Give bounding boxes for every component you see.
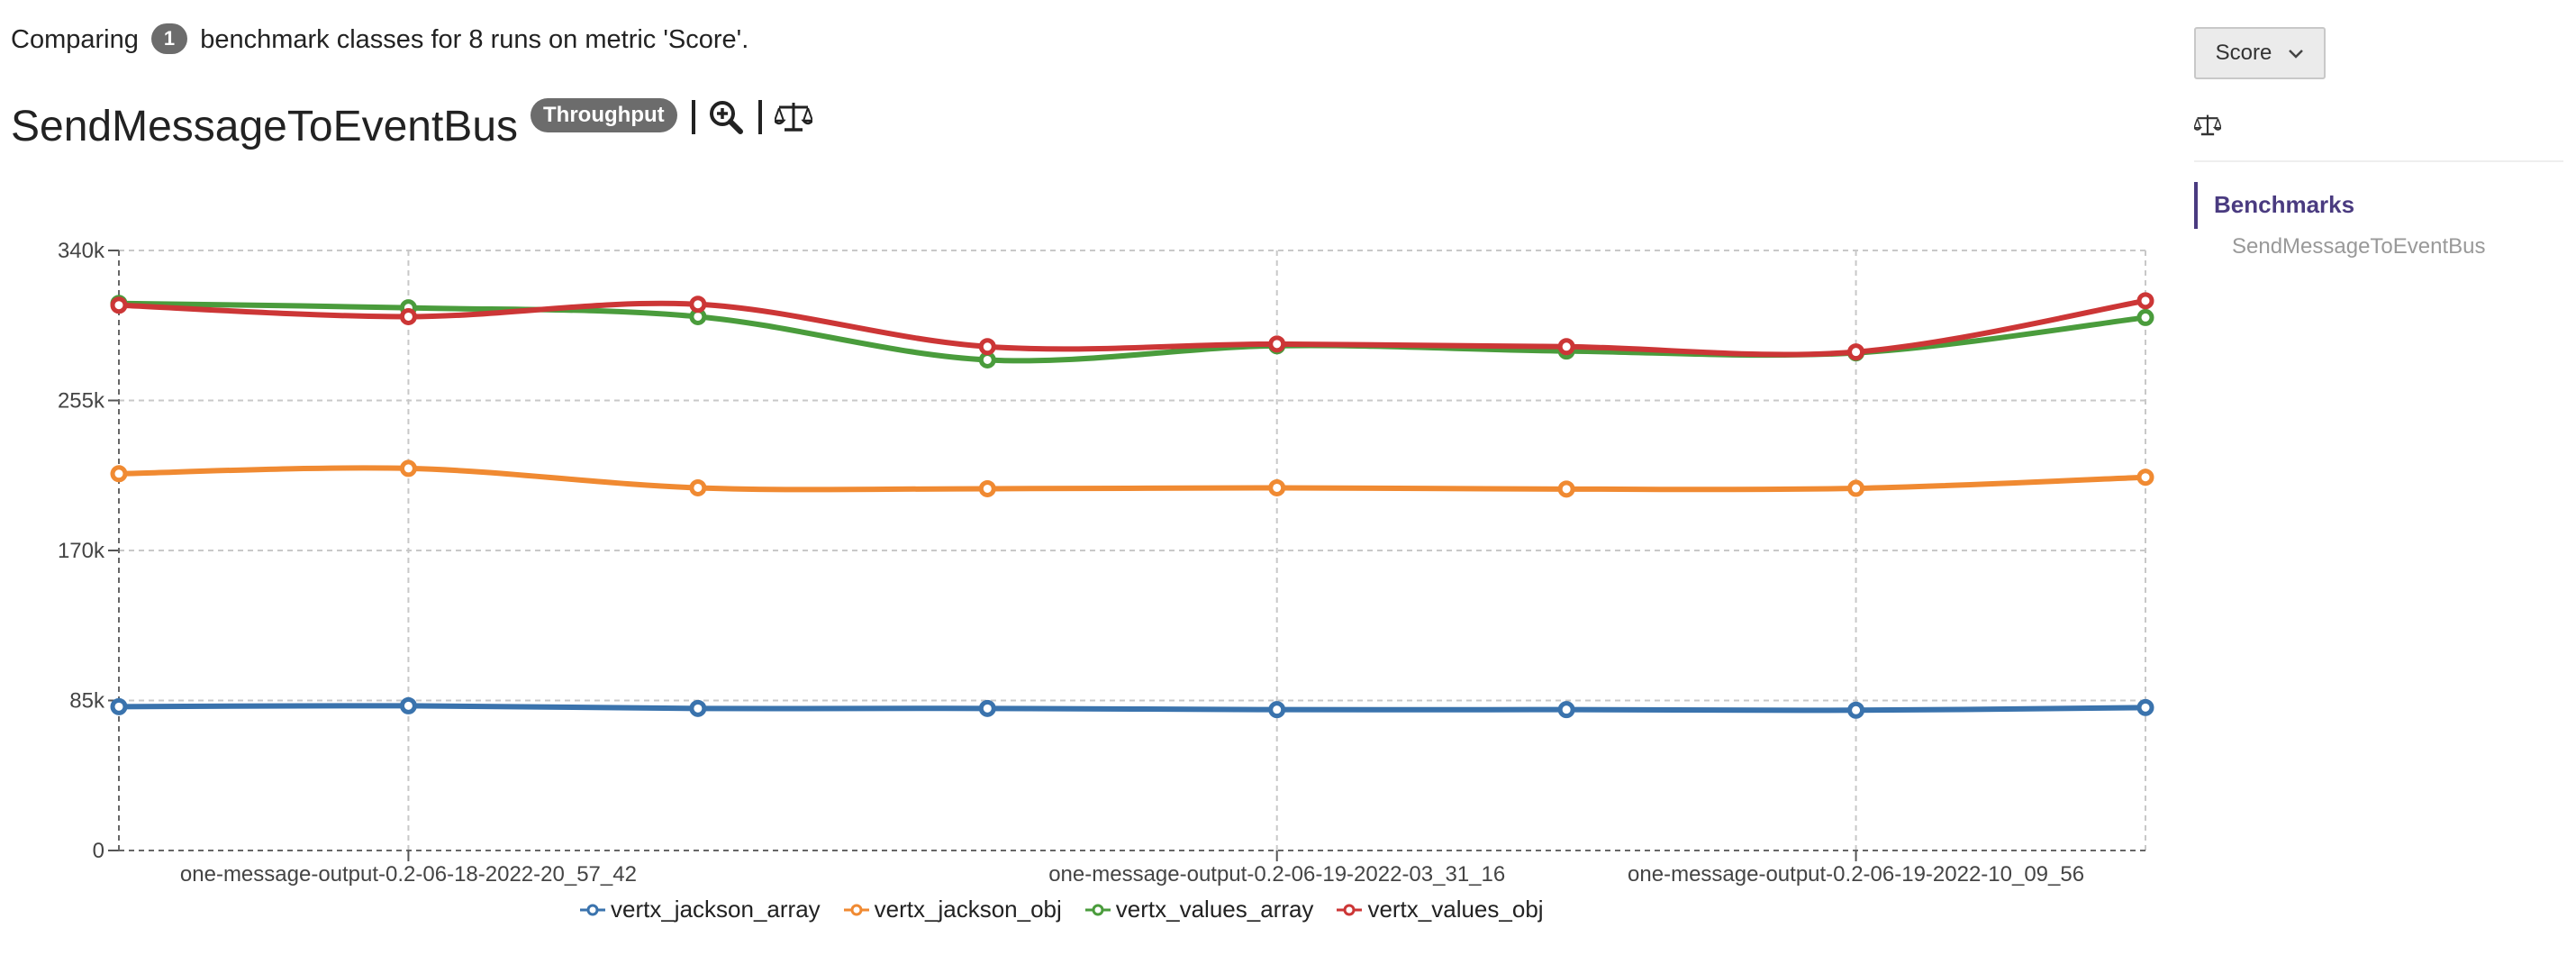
data-point-vertx_jackson_obj[interactable]: [689, 478, 707, 496]
y-tick-label: 85k: [69, 689, 105, 714]
data-point-vertx_jackson_array[interactable]: [1557, 701, 1575, 719]
comparison-summary: Comparing 1 benchmark classes for 8 runs…: [11, 23, 749, 56]
data-point-vertx_jackson_obj[interactable]: [110, 465, 128, 483]
benchmark-title-row: SendMessageToEventBus Throughput: [11, 90, 812, 162]
legend-marker: [580, 904, 605, 915]
y-tick-label: 255k: [58, 389, 105, 414]
benchmark-title: SendMessageToEventBus: [11, 102, 519, 150]
legend-label: vertx_values_obj: [1367, 896, 1544, 923]
data-point-vertx_values_obj[interactable]: [1557, 338, 1575, 356]
data-point-vertx_jackson_array[interactable]: [689, 699, 707, 717]
chart-series: [110, 292, 2154, 719]
data-point-vertx_values_obj[interactable]: [689, 296, 707, 314]
data-point-vertx_jackson_obj[interactable]: [399, 459, 417, 478]
legend-item-vertx_jackson_obj[interactable]: vertx_jackson_obj: [843, 896, 1062, 923]
data-point-vertx_values_obj[interactable]: [110, 296, 128, 314]
sidebar: Score Benchmarks SendMessageToEventBus: [2192, 0, 2563, 955]
y-tick-label: 340k: [58, 239, 105, 263]
legend-marker: [1337, 904, 1363, 915]
x-tick-label: one-message-output-0.2-06-18-2022-20_57_…: [180, 862, 637, 887]
title-separator: [691, 100, 695, 134]
data-point-vertx_jackson_array[interactable]: [110, 697, 128, 715]
data-point-vertx_jackson_array[interactable]: [2136, 698, 2154, 716]
mode-badge: Throughput: [531, 98, 677, 132]
legend-item-vertx_values_array[interactable]: vertx_values_array: [1084, 896, 1314, 923]
data-point-vertx_values_array[interactable]: [978, 350, 996, 368]
zoom-in-icon[interactable]: [708, 99, 744, 135]
chart-legend: vertx_jackson_array vertx_jackson_obj vert…: [580, 896, 1544, 923]
x-tick-label: one-message-output-0.2-06-19-2022-10_09_…: [1628, 862, 2084, 887]
data-point-vertx_values_array[interactable]: [2136, 308, 2154, 326]
series-line-vertx_jackson_obj: [118, 465, 2146, 493]
data-point-vertx_jackson_obj[interactable]: [1557, 480, 1575, 498]
legend-marker: [1084, 904, 1111, 915]
data-point-vertx_jackson_array[interactable]: [1847, 701, 1865, 719]
nav-item-benchmark[interactable]: SendMessageToEventBus: [2232, 234, 2486, 259]
data-point-vertx_values_obj[interactable]: [1268, 335, 1286, 353]
balance-scale-icon[interactable]: [2192, 114, 2223, 141]
data-point-vertx_values_obj[interactable]: [978, 338, 996, 356]
data-point-vertx_jackson_obj[interactable]: [1847, 479, 1865, 497]
summary-suffix: benchmark classes for 8 runs on metric '…: [200, 25, 749, 54]
summary-prefix: Comparing: [11, 25, 139, 54]
data-point-vertx_values_obj[interactable]: [2136, 292, 2154, 310]
legend-label: vertx_jackson_obj: [874, 896, 1062, 923]
data-point-vertx_jackson_array[interactable]: [399, 696, 417, 714]
series-line-vertx_jackson_array: [118, 703, 2146, 714]
chevron-down-icon: [2288, 41, 2304, 66]
nav-heading-benchmarks[interactable]: Benchmarks: [2214, 191, 2355, 218]
metric-select-value: Score: [2215, 41, 2272, 65]
title-separator-2: [757, 100, 762, 134]
sidebar-divider: [2194, 160, 2563, 162]
legend-item-vertx_values_obj[interactable]: vertx_values_obj: [1337, 896, 1544, 923]
chart-canvas: 0 85k 170k 255k 340k one-message-output-0.2-0…: [58, 239, 2154, 887]
data-point-vertx_jackson_array[interactable]: [978, 699, 996, 717]
data-point-vertx_jackson_obj[interactable]: [2136, 468, 2154, 487]
legend-item-vertx_jackson_array[interactable]: vertx_jackson_array: [580, 896, 821, 923]
metric-select[interactable]: Score: [2194, 27, 2326, 79]
y-tick-label: 0: [93, 839, 104, 863]
data-point-vertx_jackson_array[interactable]: [1268, 701, 1286, 719]
class-count-badge: 1: [150, 23, 188, 55]
nav-active-indicator: [2194, 182, 2198, 229]
legend-label: vertx_values_array: [1115, 896, 1314, 923]
chart-grid: [118, 250, 2146, 850]
x-tick-label: one-message-output-0.2-06-19-2022-03_31_…: [1048, 862, 1505, 887]
data-point-vertx_jackson_obj[interactable]: [978, 479, 996, 497]
legend-marker: [843, 904, 869, 915]
data-point-vertx_jackson_obj[interactable]: [1268, 478, 1286, 496]
data-point-vertx_values_obj[interactable]: [399, 307, 417, 325]
score-line-chart: 0 85k 170k 255k 340k one-message-output-0.2-0…: [0, 207, 2162, 887]
chart-axes: 0 85k 170k 255k 340k one-message-output-0.2-0…: [58, 239, 2145, 887]
series-line-vertx_values_obj: [118, 297, 2146, 358]
data-point-vertx_values_obj[interactable]: [1847, 343, 1865, 361]
y-tick-label: 170k: [58, 539, 105, 563]
balance-scale-icon[interactable]: [774, 101, 812, 133]
legend-label: vertx_jackson_array: [611, 896, 821, 923]
